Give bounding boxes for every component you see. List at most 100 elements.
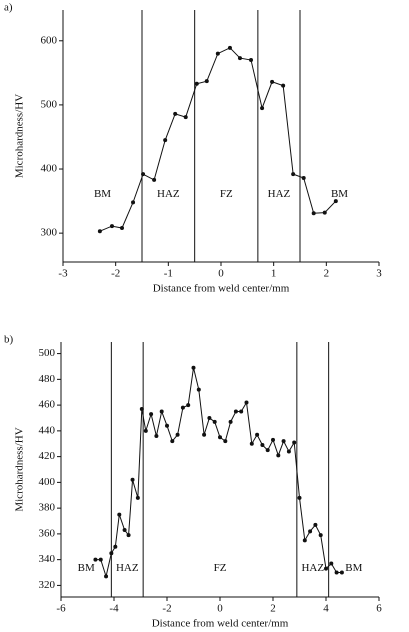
y-tick-label: 500 xyxy=(39,347,56,359)
data-point xyxy=(180,405,185,410)
data-point xyxy=(117,512,122,517)
data-point xyxy=(249,441,254,446)
data-point xyxy=(308,529,313,534)
y-tick-label: 320 xyxy=(39,579,56,591)
x-tick-label: 2 xyxy=(270,603,276,615)
region-label: HAZ xyxy=(301,562,324,574)
x-tick-label: -4 xyxy=(109,603,119,615)
data-point xyxy=(191,365,196,370)
panel-label: b) xyxy=(4,334,14,346)
y-tick-label: 400 xyxy=(39,476,56,488)
y-axis-label: Microhardness/HV xyxy=(14,94,26,178)
data-point xyxy=(122,528,127,533)
data-point xyxy=(322,210,327,215)
x-tick-label: 6 xyxy=(376,603,382,615)
data-point xyxy=(218,435,222,440)
data-point xyxy=(334,570,339,575)
data-point xyxy=(237,56,242,61)
data-point xyxy=(318,533,323,538)
data-point xyxy=(324,566,328,571)
y-tick-label: 480 xyxy=(39,373,56,385)
region-label: FZ xyxy=(214,562,227,574)
data-point xyxy=(143,428,148,433)
x-tick-label: 2 xyxy=(324,268,330,280)
x-tick-label: -2 xyxy=(162,603,171,615)
data-point xyxy=(93,557,98,562)
x-axis-label: Distance from weld center/mm xyxy=(153,283,290,295)
data-point xyxy=(204,79,209,84)
data-point xyxy=(175,432,180,437)
data-point xyxy=(215,51,220,56)
data-point xyxy=(131,200,136,205)
data-point xyxy=(286,449,291,454)
data-point xyxy=(207,415,212,420)
data-point xyxy=(297,495,302,500)
data-point xyxy=(239,409,244,414)
data-point xyxy=(97,229,102,234)
y-tick-label: 420 xyxy=(39,450,56,462)
y-tick-label: 440 xyxy=(39,424,56,436)
x-tick-label: 3 xyxy=(376,268,382,280)
data-point xyxy=(311,211,316,216)
region-label: HAZ xyxy=(157,188,180,200)
data-point xyxy=(183,115,188,120)
x-axis-label: Distance from weld center/mm xyxy=(152,618,289,630)
data-point xyxy=(212,419,217,424)
data-point xyxy=(301,176,306,180)
x-tick-label: -2 xyxy=(111,268,120,280)
data-point xyxy=(339,570,344,575)
region-label: BM xyxy=(78,562,95,574)
y-tick-label: 500 xyxy=(41,98,58,110)
y-tick-label: 400 xyxy=(41,163,58,175)
data-point xyxy=(302,538,307,543)
x-tick-label: -1 xyxy=(164,268,173,280)
data-point xyxy=(233,409,238,414)
data-point xyxy=(249,58,254,63)
y-tick-label: 460 xyxy=(39,399,56,411)
region-label: HAZ xyxy=(268,188,291,200)
data-point xyxy=(333,199,338,204)
x-tick-label: 4 xyxy=(323,603,329,615)
data-point xyxy=(260,106,265,111)
data-point xyxy=(228,419,233,424)
data-point xyxy=(98,557,103,562)
data-point xyxy=(265,448,270,453)
data-point xyxy=(227,45,232,50)
data-point xyxy=(149,412,154,417)
y-tick-label: 380 xyxy=(39,502,56,514)
data-point xyxy=(281,439,286,444)
y-tick-label: 360 xyxy=(39,527,56,539)
data-point xyxy=(163,138,168,143)
y-axis-label: Microhardness/HV xyxy=(14,427,26,511)
data-point xyxy=(113,544,118,549)
region-label: BM xyxy=(331,188,348,200)
data-point xyxy=(313,522,318,527)
x-tick-label: 0 xyxy=(217,603,223,615)
data-point xyxy=(244,400,249,405)
data-line xyxy=(95,367,342,579)
region-label: BM xyxy=(94,188,111,200)
data-point xyxy=(154,434,159,439)
panel-label: a) xyxy=(4,2,13,14)
data-point xyxy=(135,495,140,500)
data-point xyxy=(170,439,175,444)
y-tick-label: 600 xyxy=(41,34,58,46)
data-point xyxy=(109,551,114,556)
data-point xyxy=(271,437,275,442)
data-point xyxy=(223,439,228,444)
data-point xyxy=(159,409,164,414)
data-point xyxy=(130,477,135,482)
region-label: FZ xyxy=(220,188,233,200)
data-point xyxy=(281,83,286,88)
data-point xyxy=(104,574,109,579)
data-point xyxy=(270,79,275,84)
region-label: BM xyxy=(345,562,362,574)
data-point xyxy=(119,226,124,231)
data-point xyxy=(196,387,201,392)
data-point xyxy=(141,172,146,177)
y-tick-label: 300 xyxy=(41,227,58,239)
x-tick-label: -3 xyxy=(58,268,68,280)
data-point xyxy=(260,443,265,448)
x-tick-label: 0 xyxy=(218,268,224,280)
